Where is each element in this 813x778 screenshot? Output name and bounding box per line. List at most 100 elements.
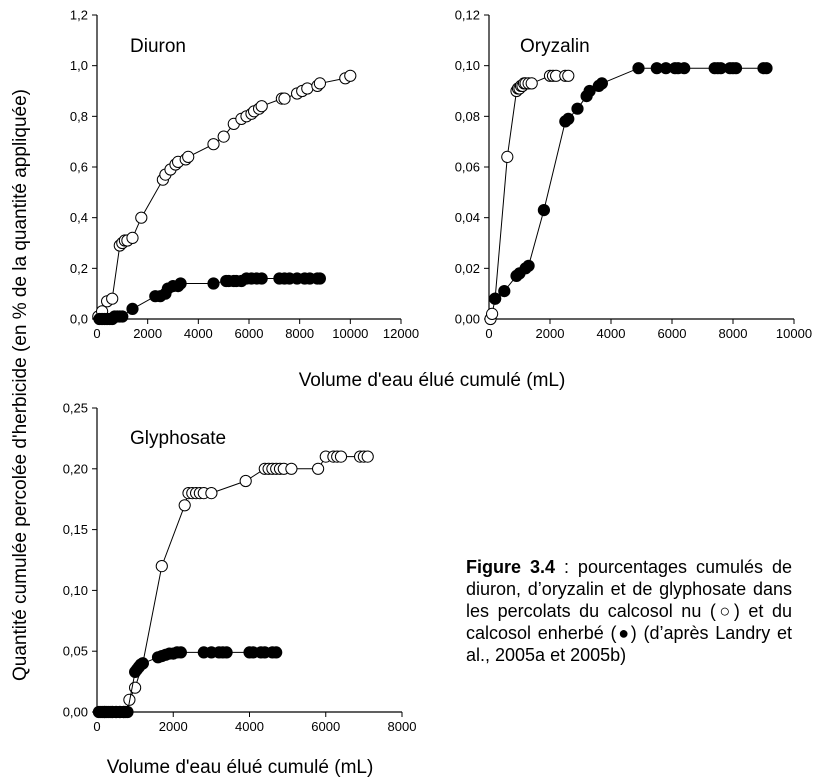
diuron-x-tick-label: 6000 [235,326,264,341]
glyphosate-y-tick-label: 0,05 [63,644,88,659]
glyphosate-x-tick-label: 8000 [388,719,417,734]
diuron-filled-point [313,272,326,285]
diuron-y-tick-label: 1,2 [70,8,88,23]
diuron-filled-point [207,277,220,290]
oryzalin-open-point [501,150,514,163]
caption-figure-label: Figure 3.4 [466,557,555,577]
oryzalin-filled-point [632,62,645,75]
diuron-open-point [135,211,148,224]
caption-text: : pourcentages cumulés de diuron, d’oryz… [466,557,792,665]
diuron-x-tick-label: 8000 [285,326,314,341]
glyphosate-y-tick-label: 0,00 [63,705,88,720]
glyphosate-x-tick-label: 6000 [311,719,340,734]
glyphosate-y-tick-label: 0,25 [63,401,88,416]
glyphosate-open-series-line [104,456,368,713]
glyphosate-open-point [239,474,252,488]
diuron-y-tick-label: 1,0 [70,58,88,73]
x-axis-label-top: Volume d'eau élué cumulé (mL) [299,370,566,391]
diuron-panel: 0 2000 4000 6000 8000 10000 12000 0,0 0,2 0,4 0,6 0… [70,8,419,342]
glyphosate-panel: 0 2000 4000 6000 8000 0,00 0,05 0,10 0,15 0,20 0,2… [63,401,417,735]
diuron-x-tick-label: 10000 [332,326,368,341]
diuron-y-tick-label: 0,4 [70,210,88,225]
diuron-open-point [301,82,314,95]
oryzalin-x-tick-label: 0 [485,326,492,341]
glyphosate-y-tick-label: 0,15 [63,522,88,537]
oryzalin-open-series-line [490,75,569,320]
oryzalin-y-tick-label: 0,06 [455,160,480,175]
diuron-x-tick-label: 4000 [184,326,213,341]
diuron-open-point [106,292,119,305]
diuron-open-point [278,92,291,105]
oryzalin-filled-point [729,62,743,75]
diuron-open-point [126,231,139,244]
oryzalin-filled-point [498,285,511,298]
oryzalin-open-point [562,69,575,82]
oryzalin-x-tick-label: 2000 [536,326,565,341]
glyphosate-y-tick-label: 0,10 [63,583,88,598]
glyphosate-open-point [205,487,218,500]
diuron-filled-point [126,302,139,315]
diuron-open-point [207,138,220,151]
oryzalin-y-tick-label: 0,00 [455,312,480,327]
oryzalin-x-tick-label: 6000 [658,326,687,341]
diuron-y-tick-label: 0,6 [70,160,88,175]
oryzalin-filled-point [522,259,535,272]
oryzalin-filled-point [562,112,575,126]
diuron-filled-point [174,277,187,290]
glyphosate-x-tick-label: 4000 [235,719,264,734]
diuron-filled-point [255,272,268,285]
diuron-open-point [217,130,230,143]
diuron-filled-point [116,310,129,323]
figure-caption: Figure 3.4 : pourcentages cumulés de diu… [466,556,792,666]
glyphosate-open-point [155,560,168,573]
glyphosate-open-point [334,450,348,463]
glyphosate-filled-point [270,646,283,659]
oryzalin-filled-series-line [494,67,767,300]
oryzalin-filled-point [760,62,773,75]
y-axis-label: Quantité cumulée percolée d'herbicide (e… [10,89,31,681]
glyphosate-open-point [312,462,325,475]
oryzalin-x-tick-label: 10000 [776,326,812,341]
oryzalin-filled-point [571,102,584,115]
diuron-open-point [344,69,357,82]
glyphosate-y-tick-label: 0,20 [63,461,88,476]
oryzalin-filled-point [489,292,502,305]
glyphosate-filled-point [220,646,233,659]
glyphosate-filled-point [136,657,149,670]
glyphosate-open-point [285,462,298,475]
diuron-y-tick-label: 0,2 [70,261,88,276]
oryzalin-y-tick-label: 0,10 [455,58,480,73]
oryzalin-open-point [525,77,538,90]
x-axis-label-bottom: Volume d'eau élué cumulé (mL) [107,757,374,778]
diuron-x-tick-label: 2000 [133,326,162,341]
glyphosate-open-point [178,499,191,512]
diuron-x-tick-label: 0 [93,326,100,341]
oryzalin-filled-point [595,77,609,90]
oryzalin-filled-point [537,204,551,217]
diuron-panel-title: Diuron [130,36,186,57]
oryzalin-filled-point [678,62,691,75]
diuron-open-point [313,77,326,90]
oryzalin-open-point [486,307,499,320]
glyphosate-x-tick-label: 2000 [159,719,188,734]
glyphosate-filled-point [121,705,134,719]
diuron-y-tick-label: 0,0 [70,312,88,327]
glyphosate-x-tick-label: 0 [93,719,100,734]
diuron-x-tick-label: 12000 [383,326,419,341]
oryzalin-y-tick-label: 0,04 [455,210,480,225]
oryzalin-panel-title: Oryzalin [520,36,590,57]
glyphosate-panel-title: Glyphosate [130,428,226,449]
oryzalin-panel: 0 2000 4000 6000 8000 10000 0,00 0,02 0,04 0,06 0,… [455,8,812,342]
oryzalin-filled-point [583,84,596,98]
oryzalin-x-tick-label: 8000 [719,326,748,341]
glyphosate-filled-point [174,646,187,659]
diuron-open-point [255,100,268,113]
oryzalin-y-tick-label: 0,08 [455,109,480,124]
oryzalin-y-tick-label: 0,02 [455,261,480,276]
diuron-y-tick-label: 0,8 [70,109,88,124]
glyphosate-open-point [361,450,374,463]
diuron-open-point [182,150,195,163]
oryzalin-y-tick-label: 0,12 [455,8,480,23]
oryzalin-x-tick-label: 4000 [597,326,626,341]
